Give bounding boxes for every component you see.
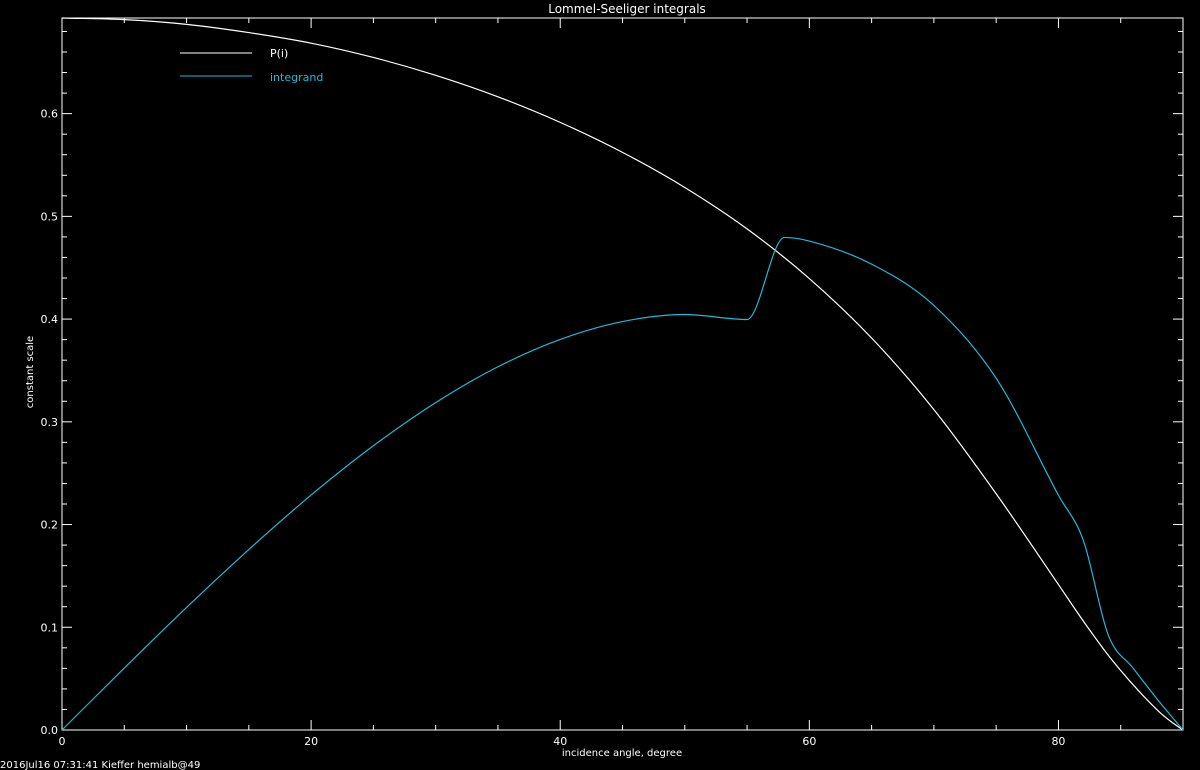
y-tick-label: 0.5 [41, 210, 59, 223]
y-tick-label: 0.0 [41, 724, 59, 737]
legend-label-integrand: integrand [270, 71, 323, 84]
x-axis-title: incidence angle, degree [562, 748, 682, 759]
x-tick-label: 60 [802, 735, 816, 748]
x-tick-label: 80 [1051, 735, 1065, 748]
legend: P(i) integrand [180, 47, 323, 84]
y-tick-label: 0.2 [41, 519, 59, 532]
legend-label-p: P(i) [270, 47, 288, 60]
x-tick-label: 40 [553, 735, 567, 748]
y-tick-label: 0.4 [41, 313, 59, 326]
x-tick-label: 0 [59, 735, 66, 748]
series-line-p [61, 17, 1184, 731]
footer-timestamp: 2016Jul16 07:31:41 Kieffer hemialb@49 [0, 760, 200, 770]
y-tick-label: 0.6 [41, 108, 59, 121]
y-tick-label: 0.1 [41, 621, 59, 634]
y-axis-title: constant scale [25, 336, 36, 408]
y-tick-label: 0.3 [41, 416, 59, 429]
x-tick-label: 20 [304, 735, 318, 748]
series-line-integrand [61, 236, 1184, 731]
axis-ticks [61, 18, 1184, 731]
axis-tick-labels: 0 20 40 60 80 0.0 0.1 0.2 0.3 0.4 0.5 0.6 [41, 108, 1066, 748]
series-lines [61, 17, 1184, 731]
chart-title: Lommel-Seeliger integrals [548, 2, 706, 16]
